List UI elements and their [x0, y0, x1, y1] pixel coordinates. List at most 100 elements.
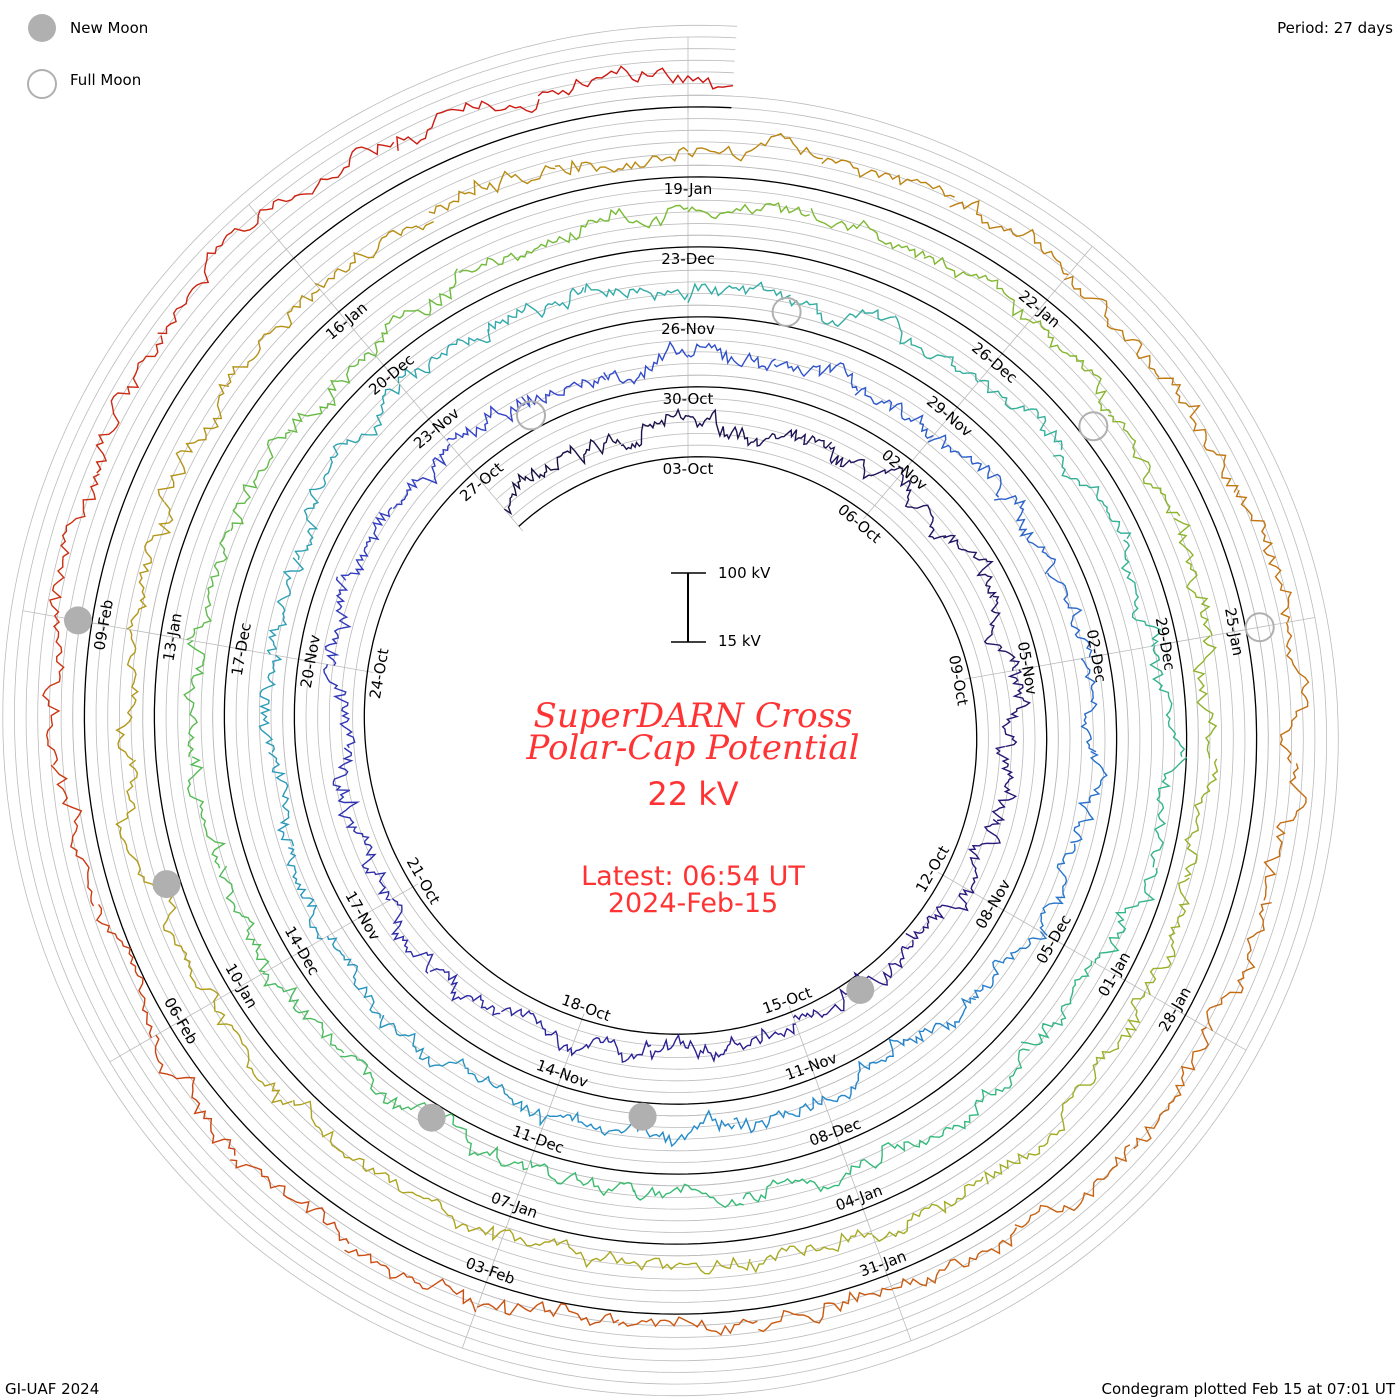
- trace-segment: [687, 281, 791, 304]
- period-label: Period: 27 days: [1277, 19, 1393, 37]
- trace-segment: [894, 315, 979, 383]
- trace-segment: [967, 818, 1001, 894]
- trace-segment: [266, 557, 305, 655]
- trace-segment: [258, 654, 283, 753]
- new-moon-marker: [628, 1102, 657, 1131]
- trace-segment: [323, 664, 356, 749]
- grid-radial: [860, 1203, 888, 1276]
- trace-segment: [1073, 991, 1146, 1093]
- trace-segment: [294, 462, 333, 561]
- date-label: 05-Nov: [1014, 640, 1041, 696]
- scale-top-label: 100 kV: [718, 564, 771, 582]
- trace-segment: [379, 1014, 466, 1068]
- trace-segment: [396, 99, 540, 151]
- trace-segment: [749, 1228, 873, 1274]
- trace-segment: [849, 1126, 952, 1175]
- new-moon-marker: [63, 606, 92, 635]
- grid-radial: [291, 918, 358, 958]
- trace-segment: [152, 887, 220, 1003]
- trace-segment: [464, 1067, 548, 1127]
- date-label: 12-Oct: [912, 843, 953, 896]
- trace-segment: [854, 386, 934, 440]
- grid-radial: [461, 1276, 489, 1349]
- trace-segment: [556, 432, 622, 471]
- trace-segment: [157, 215, 259, 335]
- trace-segment: [287, 352, 377, 433]
- trace-segment: [157, 383, 230, 503]
- trace-segment: [487, 287, 585, 332]
- trace-segment: [943, 534, 998, 599]
- trace-segment: [633, 1183, 744, 1209]
- current-value: 22 kV: [647, 775, 738, 813]
- trace-segment: [476, 1298, 620, 1327]
- trace-segment: [388, 1178, 506, 1242]
- date-label: 31-Jan: [857, 1247, 909, 1280]
- grid-radial: [953, 353, 1003, 413]
- trace-segment: [983, 595, 1020, 671]
- trace-segment: [972, 931, 1048, 999]
- trace-segment: [570, 1035, 652, 1064]
- trace-segment: [186, 756, 227, 869]
- trace-segment: [758, 1287, 893, 1333]
- grid-radial: [1033, 653, 1109, 668]
- trace-segment: [329, 384, 401, 464]
- trace-segment: [687, 75, 733, 90]
- trace-segment: [1120, 539, 1161, 647]
- latest-date: 2024-Feb-15: [608, 888, 778, 919]
- trace-segment: [620, 407, 689, 451]
- date-label: 26-Nov: [661, 320, 715, 338]
- full-moon-marker: [516, 400, 547, 431]
- trace-segment: [115, 629, 139, 761]
- trace-segment: [993, 495, 1057, 575]
- trace-segment: [821, 157, 955, 198]
- grid-radial: [964, 665, 1040, 680]
- trace-segment: [458, 232, 572, 274]
- trace-segment: [340, 506, 393, 581]
- trace-segment: [257, 141, 395, 216]
- trace-segment: [433, 1113, 528, 1171]
- trace-segment: [1046, 572, 1093, 658]
- trace-segment: [949, 199, 1069, 276]
- grid-radial: [248, 204, 298, 264]
- trace-segment: [1014, 1144, 1131, 1228]
- footer-plotted: Condegram plotted Feb 15 at 07:01 UT: [1102, 1380, 1396, 1398]
- trace-segment: [872, 1176, 984, 1242]
- grid-radial: [160, 634, 236, 649]
- trace-segment: [95, 335, 164, 474]
- latest-time: Latest: 06:54 UT: [581, 861, 805, 892]
- trace-segment: [390, 898, 434, 974]
- trace-segment: [1133, 1026, 1210, 1150]
- trace-segment: [1279, 622, 1310, 764]
- full-moon-label: Full Moon: [70, 71, 141, 89]
- trace-segment: [1029, 320, 1112, 414]
- new-moon-marker: [417, 1103, 446, 1132]
- trace-segment: [344, 1248, 477, 1313]
- new-moon-label: New Moon: [70, 19, 148, 37]
- trace-segment: [891, 1227, 1018, 1290]
- footer-credit: GI-UAF 2024: [5, 1380, 99, 1398]
- grid-ring: [2, 24, 1339, 1397]
- grid-radial: [998, 299, 1048, 359]
- trace-segment: [742, 1172, 851, 1203]
- trace-segment: [603, 340, 689, 385]
- date-label: 15-Oct: [760, 983, 814, 1017]
- trace-segment: [810, 208, 926, 259]
- trace-segment: [397, 329, 491, 384]
- full-moon-marker: [1078, 411, 1109, 442]
- trace-segment: [226, 288, 321, 386]
- trace-segment: [1184, 758, 1219, 878]
- grid-ring: [25, 48, 1316, 1373]
- trace-segment: [893, 997, 976, 1047]
- trace-segment: [927, 434, 1002, 498]
- grid-radial: [352, 883, 419, 923]
- trace-segment: [1192, 635, 1218, 759]
- trace-segment: [286, 847, 323, 940]
- trace-segment: [687, 202, 810, 220]
- trace-segment: [1150, 756, 1188, 868]
- trace-segment: [979, 379, 1063, 451]
- trace-segment: [951, 1048, 1030, 1130]
- trace-segment: [1063, 275, 1160, 378]
- trace-segment: [95, 904, 153, 1039]
